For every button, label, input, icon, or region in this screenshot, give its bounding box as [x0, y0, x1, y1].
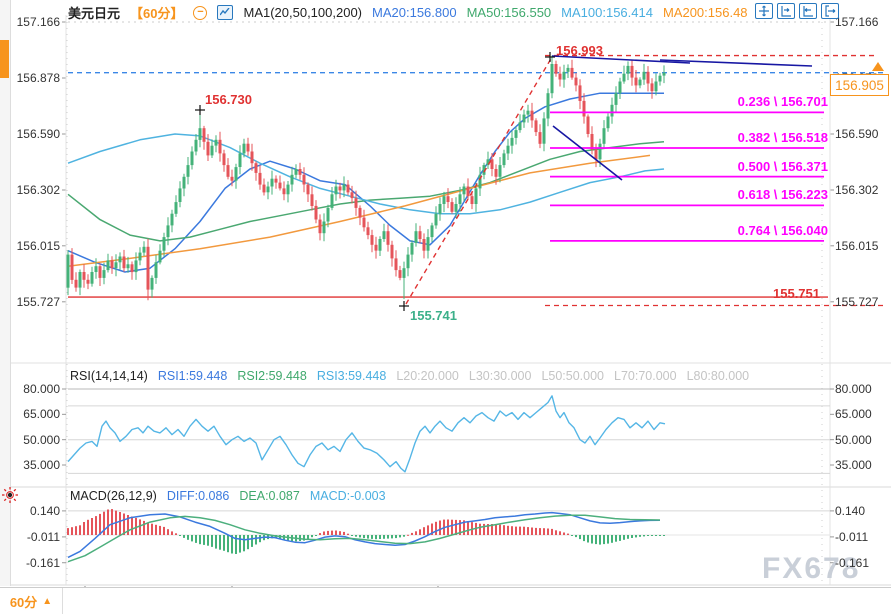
sidebar-orange-marker[interactable]	[0, 40, 9, 78]
timeframe-selector[interactable]: 60分 ▲	[0, 588, 63, 614]
current-price-box: 156.905	[830, 74, 889, 96]
rsi-level-label: L20:20.000	[396, 369, 459, 383]
left-sidebar-strip	[0, 0, 11, 586]
rsi1-value: RSI1:59.448	[157, 369, 228, 383]
ma50-value: MA50:156.550	[466, 5, 552, 20]
candlestick-chart-icon[interactable]	[217, 5, 234, 20]
timeframe-tag[interactable]: 【60分】	[130, 6, 184, 21]
rsi-level-label: L70:70.000	[614, 369, 677, 383]
axis-compress-icon[interactable]	[777, 3, 795, 19]
chart-header: 美元日元 【60分】 − MA1(20,50,100,200) MA20:156…	[68, 3, 748, 22]
ma200-value: MA200:156.48	[662, 5, 748, 20]
collapse-indicator-icon[interactable]: −	[193, 5, 208, 20]
rsi3-value: RSI3:59.448	[316, 369, 387, 383]
symbol-title: 美元日元	[68, 6, 121, 21]
rsi2-value: RSI2:59.448	[237, 369, 307, 383]
macd-value: MACD:-0.003	[309, 489, 386, 503]
macd-diff-value: DIFF:0.086	[166, 489, 230, 503]
chart-toolbar	[755, 3, 839, 19]
axis-expand-icon[interactable]	[799, 3, 817, 19]
rsi-title[interactable]: RSI(14,14,14)	[70, 369, 148, 383]
indicator-settings-sun-icon[interactable]	[1, 486, 19, 504]
rsi-level-labels: L20:20.000 L30:30.000 L50:50.000 L70:70.000…	[396, 369, 749, 383]
current-price-value: 156.905	[835, 77, 884, 93]
rsi-header: RSI(14,14,14) RSI1:59.448 RSI2:59.448 RS…	[70, 369, 749, 383]
macd-dea-value: DEA:0.087	[239, 489, 300, 503]
price-up-arrow-icon	[872, 62, 884, 71]
ma20-value: MA20:156.800	[372, 5, 457, 20]
rsi-level-label: L80:80.000	[686, 369, 750, 383]
ma100-value: MA100:156.414	[561, 5, 653, 20]
rsi-level-label: L50:50.000	[541, 369, 605, 383]
pan-right-icon[interactable]	[821, 3, 839, 19]
rsi-level-label: L30:30.000	[468, 369, 532, 383]
macd-title[interactable]: MACD(26,12,9)	[70, 489, 157, 503]
ma-group-label[interactable]: MA1(20,50,100,200)	[243, 5, 363, 20]
macd-header: MACD(26,12,9) DIFF:0.086 DEA:0.087 MACD:…	[70, 489, 386, 503]
bottom-axis-bar: 60分 ▲	[0, 587, 891, 614]
timeframe-arrow-icon: ▲	[42, 596, 53, 607]
crosshair-tool-icon[interactable]	[755, 3, 773, 19]
fx678-watermark: FX678	[762, 552, 861, 585]
timeframe-label: 60分	[9, 595, 38, 610]
